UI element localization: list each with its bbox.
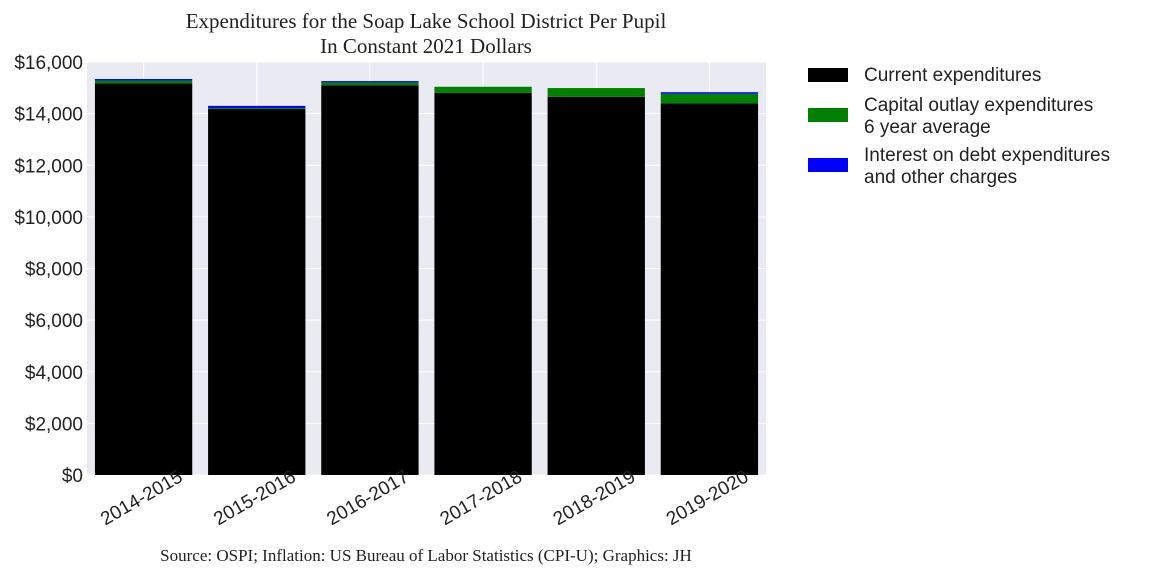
legend-swatch [808,158,848,172]
y-tick-label: $12,000 [14,156,83,177]
x-tick-label: 2016-2017 [324,466,413,530]
y-tick-label: $4,000 [25,363,83,384]
bar-segment-1 [208,108,306,475]
bar-segment-3 [208,105,306,108]
legend-label: 6 year average [864,117,991,138]
bar-segment-2 [94,80,193,84]
x-tick-label: 2018-2019 [550,466,639,530]
bar-segment-2 [434,86,532,93]
x-axis: 2014-2015 2015-2016 2016-2017 2017-2018 2018… [97,466,752,530]
x-tick-label: 2014-2015 [97,466,186,530]
bar-segment-2 [321,82,419,86]
bar-segment-2 [660,93,759,104]
y-tick-label: $2,000 [25,414,83,435]
bar-segment-3 [660,92,759,94]
x-tick-label: 2019-2020 [663,466,752,530]
bar-segment-3 [321,81,419,83]
y-tick-label: $14,000 [14,105,83,126]
bar-segment-1 [660,103,759,476]
bars [94,79,759,476]
legend-label: Interest on debt expenditures [864,145,1110,166]
y-tick-label: $16,000 [14,53,83,74]
legend: Current expenditures Capital outlay expen… [808,65,1110,188]
bar-segment-1 [94,83,193,475]
legend-label: Current expenditures [864,65,1041,86]
y-tick-label: $8,000 [25,260,83,281]
y-tick-label: $6,000 [25,311,83,332]
bar-segment-3 [94,79,193,81]
legend-swatch [808,108,848,122]
bar-segment-1 [434,92,532,475]
chart-title-line-2: In Constant 2021 Dollars [320,34,532,58]
x-tick-label: 2015-2016 [210,466,299,530]
chart-source: Source: OSPI; Inflation: US Bureau of La… [160,546,692,565]
y-tick-label: $0 [62,466,83,487]
bar-segment-2 [547,88,645,97]
y-axis: $0 $2,000 $4,000 $6,000 $8,000 $10,000 $12,000… [14,53,83,487]
bar-segment-1 [547,96,645,476]
legend-label: and other charges [864,167,1017,188]
bar-segment-2 [208,107,306,109]
chart-title-line-1: Expenditures for the Soap Lake School Di… [186,9,667,33]
legend-swatch [808,68,848,82]
x-tick-label: 2017-2018 [437,466,526,530]
legend-label: Capital outlay expenditures [864,95,1093,116]
bar-segment-1 [321,85,419,475]
y-tick-label: $10,000 [14,208,83,229]
